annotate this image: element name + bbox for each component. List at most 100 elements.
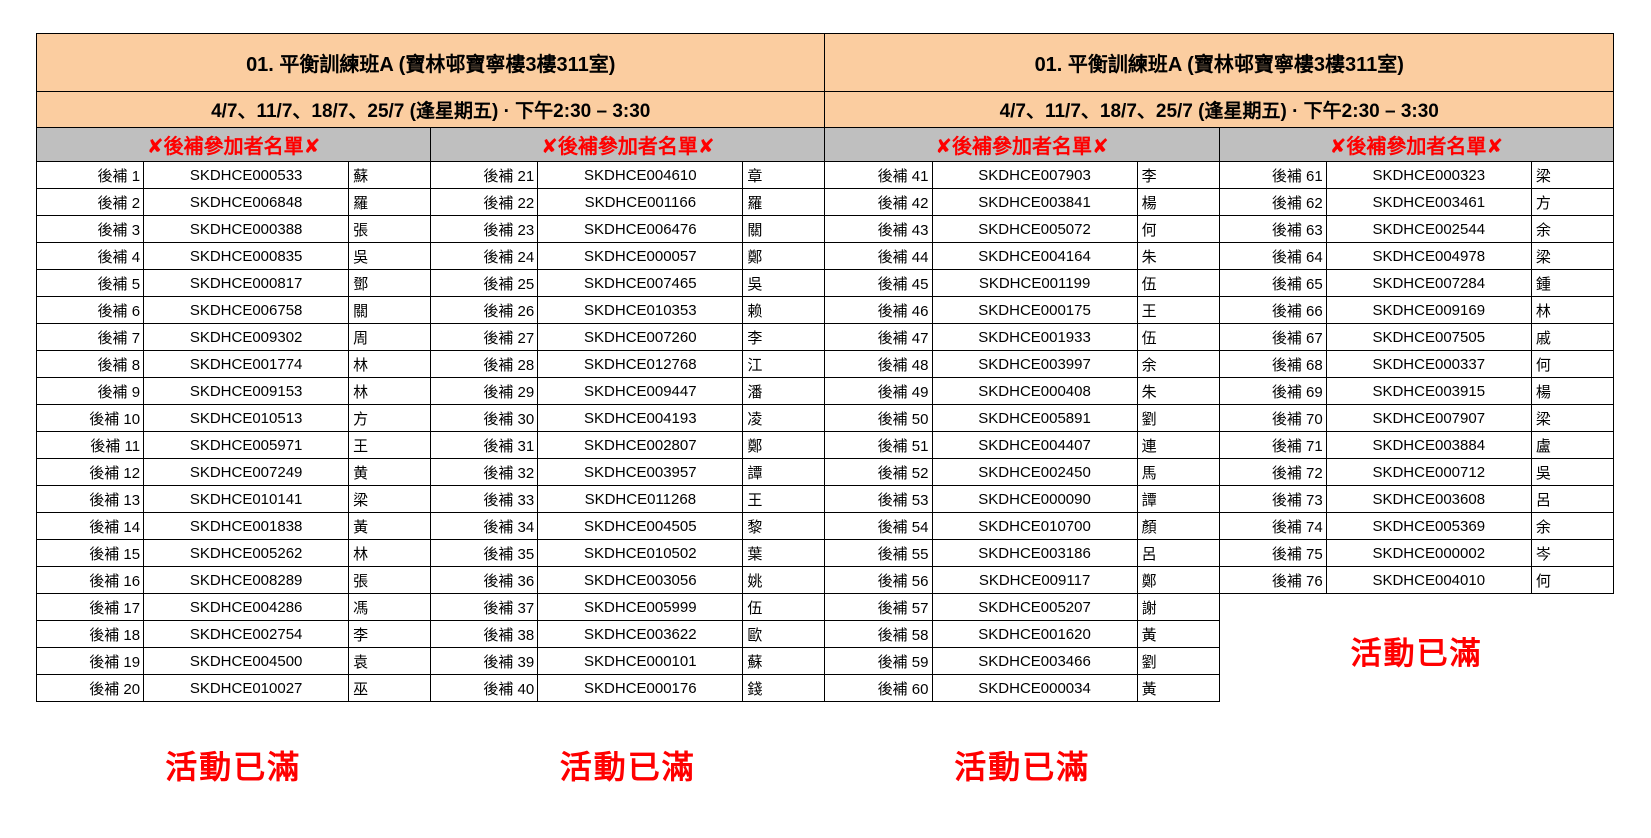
entry-surname: 譚 bbox=[1136, 485, 1220, 513]
entry-number: 後補 61 bbox=[1218, 161, 1327, 189]
entry-id: SKDHCE012768 bbox=[537, 350, 744, 378]
entry-id: SKDHCE004505 bbox=[537, 512, 744, 540]
entry-id: SKDHCE002450 bbox=[931, 458, 1138, 486]
entry-number: 後補 6 bbox=[35, 296, 145, 324]
entry-id: SKDHCE000176 bbox=[537, 674, 744, 702]
entry-number: 後補 3 bbox=[35, 215, 145, 243]
entry-id: SKDHCE010027 bbox=[143, 674, 350, 702]
entry-surname: 黄 bbox=[348, 458, 432, 486]
footer-notices: 活動已滿 活動已滿 活動已滿 bbox=[36, 742, 1614, 788]
entry-surname: 林 bbox=[348, 350, 432, 378]
entry-id: SKDHCE006476 bbox=[537, 215, 744, 243]
full-notice-col1: 活動已滿 bbox=[36, 742, 431, 788]
entry-surname: 章 bbox=[742, 161, 826, 189]
entry-number: 後補 9 bbox=[35, 377, 145, 405]
full-notice-col3: 活動已滿 bbox=[825, 742, 1220, 788]
entry-surname: 伍 bbox=[1136, 323, 1220, 351]
class-schedule-right: 4/7、11/7、18/7、25/7 (逢星期五) · 下午2:30 – 3:3… bbox=[824, 91, 1614, 128]
entry-surname: 凌 bbox=[742, 404, 826, 432]
entry-id: SKDHCE000835 bbox=[143, 242, 350, 270]
entry-surname: 林 bbox=[348, 377, 432, 405]
class-title-left: 01. 平衡訓練班A (寶林邨寶寧樓3樓311室) bbox=[35, 33, 826, 92]
entry-surname: 王 bbox=[348, 431, 432, 459]
entry-surname: 鄭 bbox=[1136, 566, 1220, 594]
entry-number: 後補 14 bbox=[35, 512, 145, 540]
entry-id: SKDHCE002807 bbox=[537, 431, 744, 459]
waitlist-header-row: ✘後補參加者名單✘ ✘後補參加者名單✘ ✘後補參加者名單✘ ✘後補參加者名單✘ bbox=[35, 127, 1615, 162]
entry-surname: 伍 bbox=[742, 593, 826, 621]
entry-id: SKDHCE010353 bbox=[537, 296, 744, 324]
schedule-row: 4/7、11/7、18/7、25/7 (逢星期五) · 下午2:30 – 3:3… bbox=[35, 91, 1614, 128]
entry-surname: 劉 bbox=[1136, 647, 1220, 675]
entry-surname: 王 bbox=[1136, 296, 1220, 324]
entry-number: 後補 1 bbox=[35, 161, 145, 189]
table-row: 後補 12 SKDHCE007249 黄後補 32 SKDHCE003957 譚後補 5… bbox=[35, 458, 1615, 486]
entry-id: SKDHCE001620 bbox=[931, 620, 1138, 648]
table-row: 後補 8 SKDHCE001774 林後補 28 SKDHCE012768 江後補 48… bbox=[35, 350, 1615, 378]
entry-id: SKDHCE007903 bbox=[931, 161, 1138, 189]
entry-number: 後補 23 bbox=[430, 215, 539, 243]
entry-number: 後補 62 bbox=[1218, 188, 1327, 216]
title-row: 01. 平衡訓練班A (寶林邨寶寧樓3樓311室) 01. 平衡訓練班A (寶林… bbox=[35, 33, 1614, 92]
entry-number: 後補 7 bbox=[35, 323, 145, 351]
entry-surname: 蘇 bbox=[348, 161, 432, 189]
entry-surname: 盧 bbox=[1530, 431, 1615, 459]
entry-number: 後補 34 bbox=[430, 512, 539, 540]
table-row: 後補 17 SKDHCE004286 馮後補 37 SKDHCE005999 伍後補 5… bbox=[35, 593, 1614, 702]
entry-surname: 羅 bbox=[348, 188, 432, 216]
entry-id: SKDHCE003884 bbox=[1325, 431, 1532, 459]
entry-id: SKDHCE003622 bbox=[537, 620, 744, 648]
entry-number: 後補 42 bbox=[824, 188, 933, 216]
table-row: 後補 4 SKDHCE000835 吳後補 24 SKDHCE000057 鄭後補 44… bbox=[35, 242, 1615, 270]
entry-number: 後補 68 bbox=[1218, 350, 1327, 378]
entry-id: SKDHCE009169 bbox=[1325, 296, 1532, 324]
entry-surname: 鄭 bbox=[742, 431, 826, 459]
table-row: 後補 18 SKDHCE002754 李後補 38 SKDHCE003622 歐後補 5… bbox=[35, 620, 1614, 648]
entry-number: 後補 15 bbox=[35, 539, 145, 567]
entry-surname: 何 bbox=[1530, 350, 1615, 378]
entry-surname: 黃 bbox=[1136, 620, 1220, 648]
entry-number: 後補 47 bbox=[824, 323, 933, 351]
entry-number: 後補 43 bbox=[824, 215, 933, 243]
entry-surname: 周 bbox=[348, 323, 432, 351]
entry-id: SKDHCE004010 bbox=[1325, 566, 1532, 594]
entry-surname: 馮 bbox=[348, 593, 432, 621]
entry-number: 後補 53 bbox=[824, 485, 933, 513]
entry-number: 後補 26 bbox=[430, 296, 539, 324]
entry-id: SKDHCE004407 bbox=[931, 431, 1138, 459]
entry-surname: 吳 bbox=[348, 242, 432, 270]
table-row: 後補 7 SKDHCE009302 周後補 27 SKDHCE007260 李後補 47… bbox=[35, 323, 1615, 351]
entry-number: 後補 4 bbox=[35, 242, 145, 270]
entry-id: SKDHCE010502 bbox=[537, 539, 744, 567]
entry-id: SKDHCE003461 bbox=[1325, 188, 1532, 216]
table-row: 後補 19 SKDHCE004500 袁後補 39 SKDHCE000101 蘇後補 5… bbox=[35, 647, 1614, 675]
entry-number: 後補 70 bbox=[1218, 404, 1327, 432]
entry-number: 後補 20 bbox=[35, 674, 145, 702]
entry-number: 後補 66 bbox=[1218, 296, 1327, 324]
table-row: 後補 2 SKDHCE006848 羅後補 22 SKDHCE001166 羅後補 42… bbox=[35, 188, 1615, 216]
entry-surname: 張 bbox=[348, 215, 432, 243]
entry-number: 後補 5 bbox=[35, 269, 145, 297]
entry-id: SKDHCE006758 bbox=[143, 296, 350, 324]
entry-id: SKDHCE000408 bbox=[931, 377, 1138, 405]
full-notice-col4-empty bbox=[1220, 742, 1615, 788]
entry-number: 後補 49 bbox=[824, 377, 933, 405]
entry-id: SKDHCE010513 bbox=[143, 404, 350, 432]
entry-surname: 連 bbox=[1136, 431, 1220, 459]
entry-surname: 黎 bbox=[742, 512, 826, 540]
full-notice-col4: 活動已滿 bbox=[1219, 593, 1614, 702]
entry-number: 後補 17 bbox=[35, 593, 145, 621]
table-row: 後補 13 SKDHCE010141 梁後補 33 SKDHCE011268 王後補 5… bbox=[35, 485, 1615, 513]
entry-number: 後補 46 bbox=[824, 296, 933, 324]
entry-surname: 方 bbox=[348, 404, 432, 432]
waitlist-sheet: 01. 平衡訓練班A (寶林邨寶寧樓3樓311室) 01. 平衡訓練班A (寶林… bbox=[35, 33, 1615, 702]
entry-surname: 錢 bbox=[742, 674, 826, 702]
entry-surname: 關 bbox=[348, 296, 432, 324]
entry-number: 後補 16 bbox=[35, 566, 145, 594]
entry-id: SKDHCE005971 bbox=[143, 431, 350, 459]
entry-number: 後補 65 bbox=[1218, 269, 1327, 297]
entry-number: 後補 33 bbox=[430, 485, 539, 513]
entry-number: 後補 75 bbox=[1218, 539, 1327, 567]
entry-id: SKDHCE007907 bbox=[1325, 404, 1532, 432]
entry-id: SKDHCE004978 bbox=[1325, 242, 1532, 270]
